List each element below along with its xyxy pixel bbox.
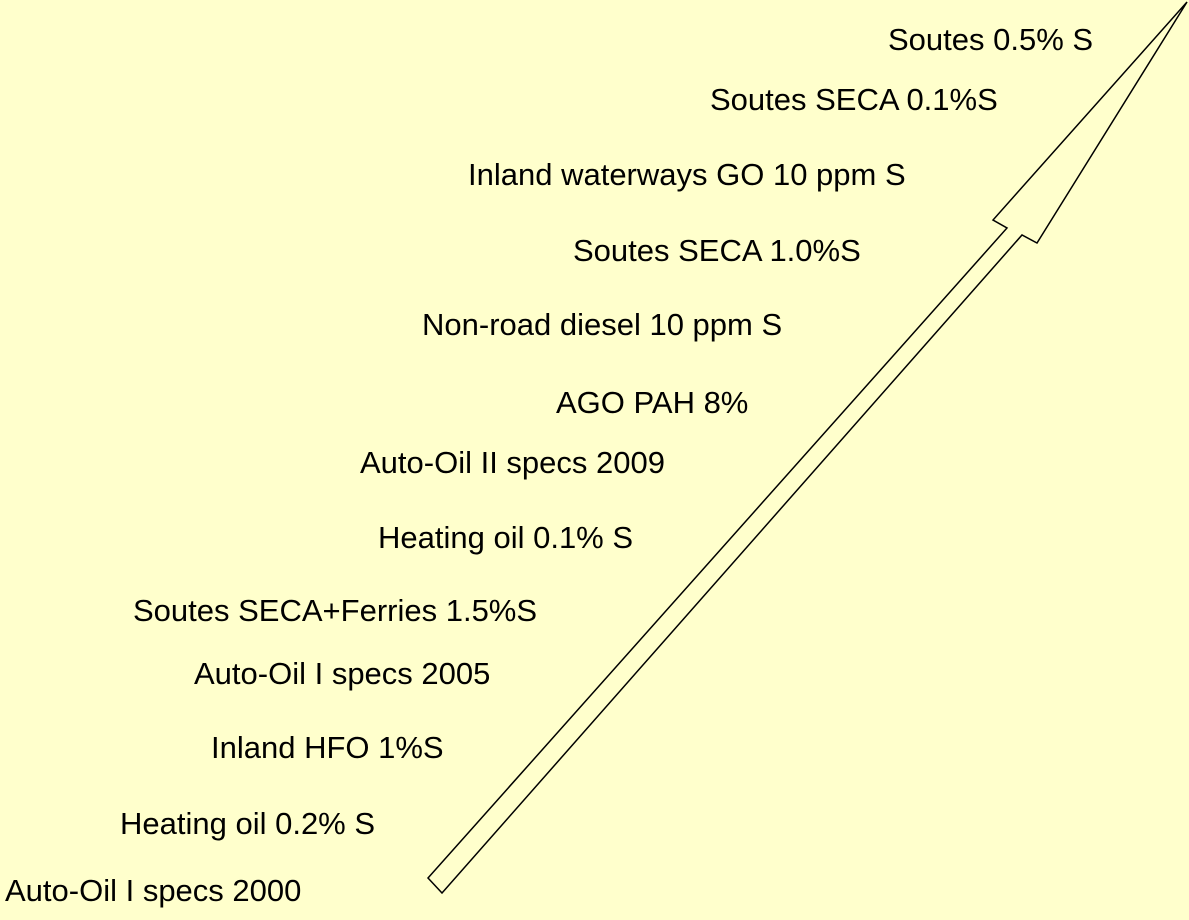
- arrow: [426, 1, 1188, 895]
- label: Auto-Oil II specs 2009: [360, 445, 665, 480]
- label: Soutes SECA+Ferries 1.5%S: [133, 593, 537, 628]
- label: Heating oil 0.2% S: [120, 806, 375, 841]
- label: Soutes SECA 0.1%S: [710, 82, 998, 117]
- label: AGO PAH 8%: [556, 385, 748, 420]
- label: Inland HFO 1%S: [211, 730, 444, 765]
- label: Inland waterways GO 10 ppm S: [468, 157, 906, 192]
- label: Auto-Oil I specs 2000: [5, 873, 301, 908]
- label: Soutes SECA 1.0%S: [573, 233, 861, 268]
- label: Soutes 0.5% S: [888, 22, 1093, 57]
- label: Non-road diesel 10 ppm S: [422, 307, 782, 342]
- label: Heating oil 0.1% S: [378, 520, 633, 555]
- label: Auto-Oil I specs 2005: [194, 656, 490, 691]
